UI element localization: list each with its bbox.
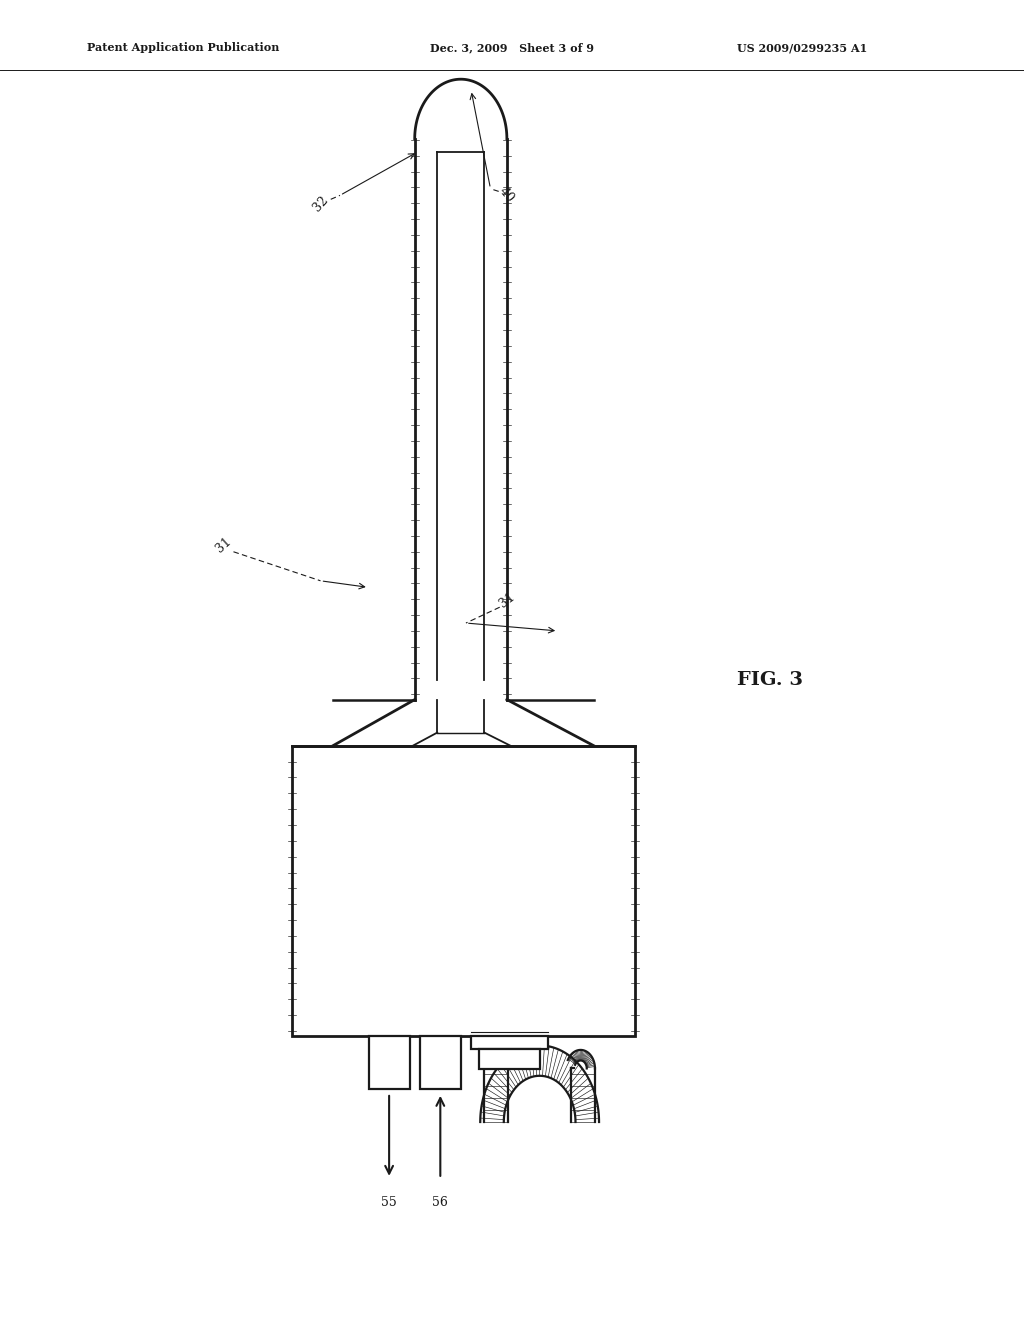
- Text: 40: 40: [497, 185, 517, 206]
- Text: Dec. 3, 2009   Sheet 3 of 9: Dec. 3, 2009 Sheet 3 of 9: [430, 42, 594, 53]
- Bar: [369, 1036, 410, 1089]
- Bar: [292, 746, 635, 1036]
- Text: 56: 56: [432, 1196, 449, 1209]
- Text: Patent Application Publication: Patent Application Publication: [87, 42, 280, 53]
- Text: FIG. 3: FIG. 3: [737, 671, 803, 689]
- Text: US 2009/0299235 A1: US 2009/0299235 A1: [737, 42, 867, 53]
- Text: 55: 55: [381, 1196, 397, 1209]
- Text: 32: 32: [310, 193, 331, 214]
- Text: 31: 31: [497, 590, 517, 611]
- Text: 31: 31: [213, 535, 233, 556]
- Bar: [479, 1049, 540, 1069]
- Bar: [420, 1036, 461, 1089]
- Bar: [471, 1036, 548, 1049]
